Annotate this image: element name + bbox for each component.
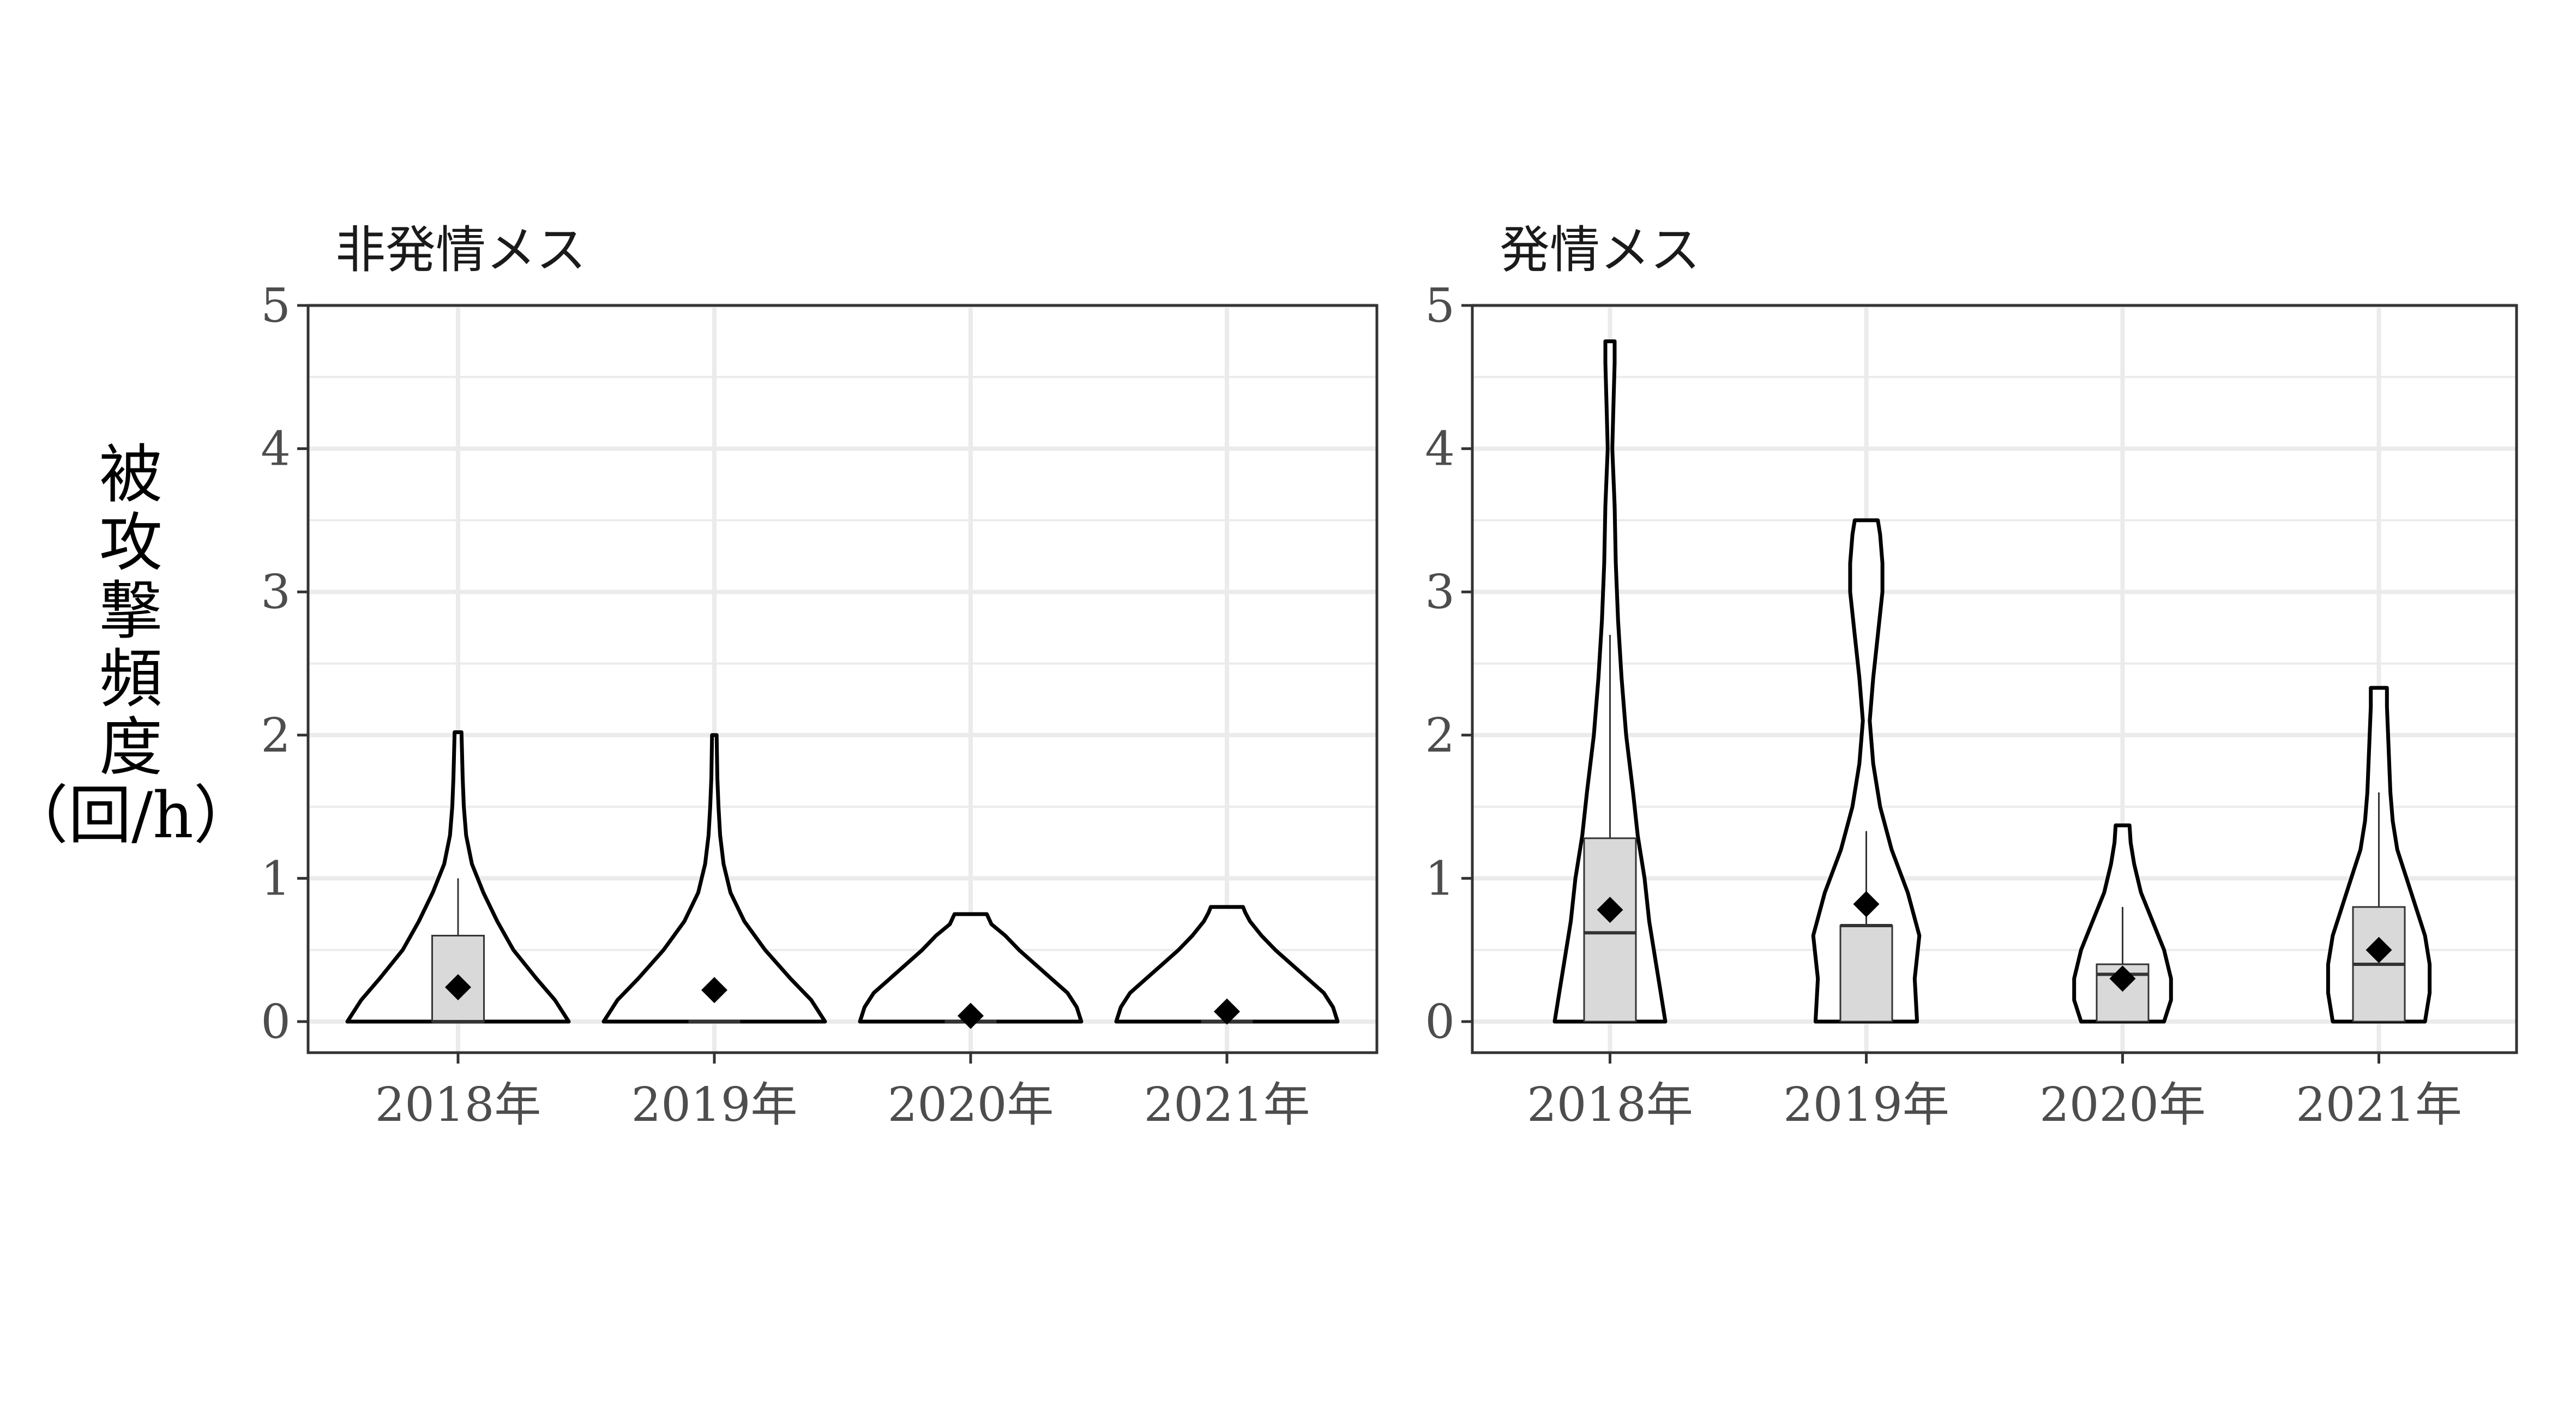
y-tick-label: 1 [261,851,291,906]
mean-marker [701,977,727,1004]
panel-border [306,304,1379,1054]
box [1583,837,1637,1023]
panel: 発情メス 0 1 2 3 4 5 2018年 2019年 2020年 2021年 [1425,221,2518,1132]
y-tick-label: 0 [261,995,291,1049]
y-tick-label: 4 [261,422,291,477]
mean-marker [2109,965,2136,992]
y-tick-label: 0 [1425,995,1455,1049]
y-tick-label: 4 [1425,422,1455,477]
x-tick-label: 2018年 [375,1078,541,1132]
panel-border [1471,304,2518,1054]
y-axis-title-line: （回/h） [5,779,257,852]
y-tick-label: 5 [1425,279,1455,333]
mean-marker [1214,998,1240,1025]
mean-marker [1597,897,1623,923]
mean-marker [2366,936,2392,963]
x-tick-label: 2019年 [1783,1078,1949,1132]
mean-marker [1853,891,1880,917]
violin-2021年 [1114,905,1340,1024]
violin-2019年 [601,733,827,1024]
panel-title: 非発情メス [335,221,586,279]
x-tick-label: 2021年 [2296,1078,2462,1132]
y-tick-label: 1 [1425,851,1455,906]
y-axis-title-line: 被 [99,438,162,512]
y-axis-title-line: 攻 [99,506,162,580]
violin-2019年 [1811,518,1922,1024]
y-tick-label: 2 [261,708,291,763]
x-tick-label: 2020年 [888,1078,1054,1132]
y-tick-label: 5 [261,279,291,333]
y-tick-label: 3 [1425,565,1455,620]
x-tick-label: 2020年 [2039,1078,2206,1132]
mean-marker [445,974,471,1000]
x-tick-label: 2021年 [1144,1078,1310,1132]
panel-title: 発情メス [1500,221,1700,279]
panel: 非発情メス 0 1 2 3 4 5 2018年 2019年 2020年 2021年 [261,221,1379,1132]
box [1839,924,1893,1023]
y-axis-title-line: 度 [99,711,162,784]
y-tick-label: 2 [1425,708,1455,763]
x-tick-label: 2019年 [631,1078,798,1132]
mean-marker [958,1002,984,1029]
chart-panels: 非発情メス 0 1 2 3 4 5 2018年 2019年 2020年 2021年 発情メス 0 1 2 3 4… [261,221,2518,1132]
x-tick-label: 2018年 [1527,1078,1693,1132]
y-axis-title-line: 頻 [99,643,162,716]
violin-2018年 [345,730,571,1024]
violin-2020年 [858,912,1084,1024]
y-axis-title-line: 撃 [99,574,162,648]
y-tick-label: 3 [261,565,291,620]
